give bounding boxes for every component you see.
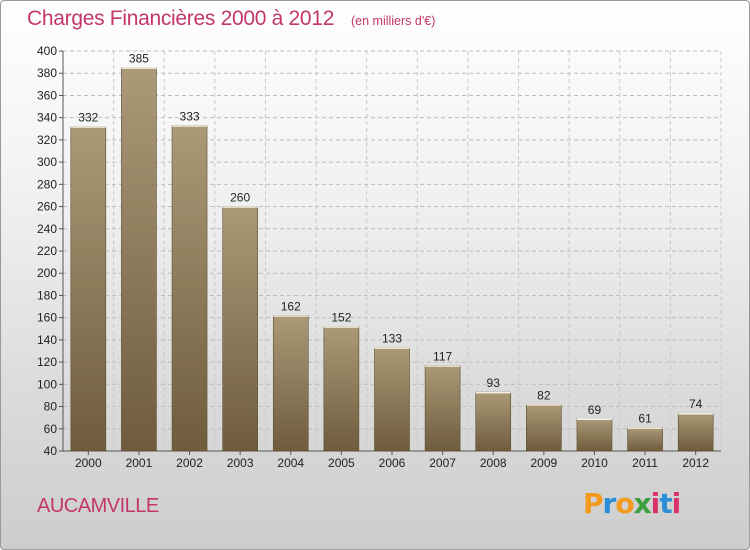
x-tick-label: 2004 <box>277 456 304 470</box>
chart-subtitle: (en milliers d'€) <box>351 14 436 28</box>
y-tick-label: 320 <box>37 133 57 147</box>
bar-value-label: 82 <box>537 388 551 402</box>
bar-value-label: 133 <box>382 332 402 346</box>
x-tick-label: 2001 <box>126 456 153 470</box>
y-tick-label: 360 <box>37 88 57 102</box>
y-tick-label: 60 <box>44 422 58 436</box>
x-tick-label: 2003 <box>227 456 254 470</box>
y-tick-label: 40 <box>44 444 58 458</box>
bar <box>323 326 360 452</box>
bar-value-label: 69 <box>588 403 602 417</box>
y-tick-label: 340 <box>37 111 57 125</box>
grid-lines <box>62 50 722 452</box>
x-tick-label: 2006 <box>379 456 406 470</box>
logo-letter: i <box>671 487 682 520</box>
bar <box>272 315 309 452</box>
bar <box>677 412 714 452</box>
y-tick-label: 160 <box>37 311 57 325</box>
x-tick-label: 2011 <box>632 456 658 470</box>
y-tick-label: 380 <box>37 66 57 80</box>
bar <box>526 404 562 452</box>
bar-value-label: 332 <box>78 111 98 125</box>
bar-value-label: 162 <box>281 299 301 313</box>
bar-value-label: 152 <box>331 311 351 325</box>
x-tick-label: 2009 <box>530 456 557 470</box>
x-tick-label: 2010 <box>581 456 608 470</box>
bar-value-label: 93 <box>487 376 501 390</box>
logo-letter: P <box>583 487 604 520</box>
y-tick-label: 220 <box>37 244 57 258</box>
bar-value-label: 61 <box>638 412 652 426</box>
bar <box>222 206 258 452</box>
y-tick-label: 80 <box>44 400 58 414</box>
logo-letter: r <box>602 487 617 520</box>
y-tick-label: 100 <box>37 377 57 391</box>
bar-value-label: 117 <box>433 349 452 363</box>
bar <box>627 427 663 452</box>
y-tick-label: 120 <box>37 355 57 369</box>
bar <box>424 365 461 452</box>
y-tick-label: 300 <box>37 155 57 169</box>
logo-letter: t <box>659 487 672 520</box>
bar <box>171 125 208 452</box>
y-tick-label: 280 <box>37 177 57 191</box>
bars <box>70 67 714 452</box>
y-tick-label: 400 <box>37 44 57 58</box>
logo-letter: x <box>633 487 652 520</box>
y-tick-label: 140 <box>37 333 57 347</box>
x-tick-label: 2012 <box>682 456 709 470</box>
y-tick-label: 240 <box>37 222 57 236</box>
bar <box>121 67 157 452</box>
bar-value-label: 385 <box>129 52 149 66</box>
labels: 40 60 80 100 120 140 160 180 200 220 240 260 280 300 3… <box>37 44 709 470</box>
y-tick-label: 180 <box>37 288 57 302</box>
bar <box>70 126 107 452</box>
logo-letter: i <box>650 487 661 520</box>
x-tick-label: 2000 <box>75 456 102 470</box>
x-tick-label: 2002 <box>176 456 203 470</box>
chart-title: Charges Financières 2000 à 2012 <box>27 7 335 30</box>
bar <box>374 347 410 452</box>
x-tick-label: 2008 <box>480 456 507 470</box>
bar-value-label: 74 <box>689 397 703 411</box>
bar-value-label: 260 <box>230 191 250 205</box>
x-tick-label: 2007 <box>429 456 456 470</box>
y-tick-label: 260 <box>37 200 57 214</box>
x-tick-label: 2005 <box>328 456 355 470</box>
proxiti-logo[interactable]: Proxiti <box>583 487 682 520</box>
bar <box>475 391 512 452</box>
bar <box>576 418 613 452</box>
bar-value-label: 333 <box>180 109 200 123</box>
y-tick-label: 200 <box>37 266 57 280</box>
logo-letter: o <box>615 487 634 520</box>
commune-name: AUCAMVILLE <box>37 495 159 517</box>
